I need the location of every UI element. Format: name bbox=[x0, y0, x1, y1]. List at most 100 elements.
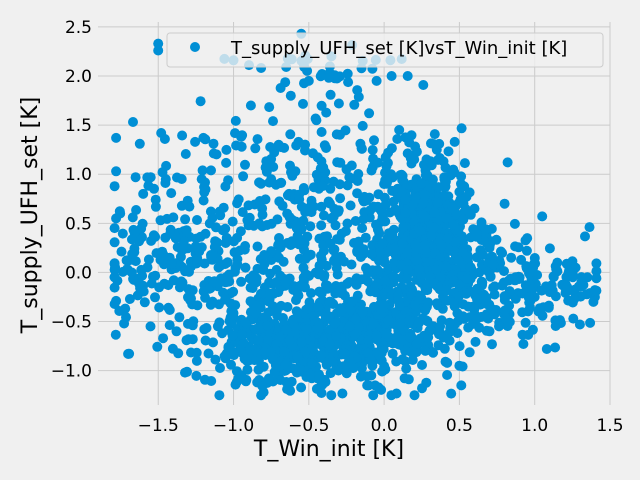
scatter-point bbox=[340, 125, 351, 136]
scatter-point bbox=[376, 343, 387, 354]
x-tick-label: 0.0 bbox=[371, 416, 398, 436]
scatter-point bbox=[149, 183, 159, 194]
scatter-point bbox=[208, 138, 219, 149]
scatter-point bbox=[331, 331, 342, 341]
scatter-point bbox=[139, 297, 150, 308]
scatter-point bbox=[342, 68, 353, 79]
scatter-point bbox=[236, 276, 247, 287]
scatter-point bbox=[324, 296, 335, 307]
scatter-point bbox=[388, 196, 399, 207]
scatter-point bbox=[109, 282, 120, 293]
scatter-point bbox=[411, 146, 422, 157]
scatter-point bbox=[216, 273, 227, 284]
scatter-point bbox=[427, 174, 438, 185]
scatter-point bbox=[290, 364, 301, 375]
scatter-point bbox=[361, 371, 372, 382]
scatter-point bbox=[114, 306, 125, 316]
scatter-point bbox=[429, 207, 440, 218]
scatter-point bbox=[520, 317, 531, 328]
scatter-point bbox=[523, 306, 534, 317]
scatter-point bbox=[537, 310, 548, 321]
scatter-point bbox=[292, 289, 303, 300]
x-tick-label: 1.5 bbox=[596, 416, 623, 436]
scatter-point bbox=[148, 230, 159, 241]
y-tick-label: 2.5 bbox=[65, 18, 92, 38]
scatter-point bbox=[268, 116, 278, 127]
scatter-point bbox=[420, 305, 431, 316]
scatter-point bbox=[416, 178, 427, 189]
scatter-point bbox=[424, 271, 435, 282]
scatter-point bbox=[317, 181, 328, 192]
scatter-point bbox=[271, 361, 282, 371]
scatter-point bbox=[291, 140, 302, 151]
scatter-point bbox=[457, 361, 468, 372]
scatter-point bbox=[109, 181, 120, 192]
scatter-point bbox=[518, 339, 529, 349]
scatter-point bbox=[352, 176, 363, 186]
scatter-point bbox=[574, 319, 585, 330]
scatter-point bbox=[195, 231, 206, 242]
scatter-point bbox=[316, 220, 327, 231]
scatter-point bbox=[335, 157, 346, 168]
scatter-point bbox=[315, 71, 326, 82]
scatter-point bbox=[441, 285, 452, 296]
scatter-point bbox=[323, 72, 334, 83]
scatter-point bbox=[417, 360, 427, 370]
scatter-point bbox=[339, 348, 350, 359]
scatter-point bbox=[187, 334, 198, 345]
scatter-point bbox=[275, 375, 286, 385]
scatter-point bbox=[472, 283, 483, 294]
scatter-point bbox=[110, 329, 121, 340]
scatter-point bbox=[244, 212, 255, 223]
scatter-point bbox=[200, 177, 210, 188]
scatter-point bbox=[137, 232, 147, 243]
scatter-point bbox=[237, 130, 248, 141]
scatter-point bbox=[491, 234, 502, 245]
scatter-point bbox=[137, 270, 148, 281]
scatter-point bbox=[284, 335, 295, 346]
scatter-point bbox=[282, 384, 293, 395]
scatter-point bbox=[465, 262, 476, 273]
scatter-point bbox=[143, 254, 154, 265]
scatter-point bbox=[296, 382, 307, 393]
scatter-point bbox=[322, 280, 333, 291]
scatter-point bbox=[115, 208, 126, 219]
scatter-point bbox=[489, 309, 500, 320]
scatter-point bbox=[214, 206, 225, 217]
scatter-point bbox=[357, 223, 368, 234]
scatter-point bbox=[191, 370, 202, 381]
scatter-point bbox=[302, 231, 313, 242]
scatter-point bbox=[380, 276, 391, 286]
scatter-point bbox=[357, 120, 368, 131]
scatter-point bbox=[315, 268, 326, 279]
scatter-point bbox=[418, 80, 429, 90]
scatter-point bbox=[412, 256, 423, 267]
scatter-point bbox=[418, 198, 429, 209]
scatter-point bbox=[520, 235, 531, 246]
scatter-point bbox=[387, 348, 398, 359]
scatter-point bbox=[521, 245, 532, 256]
scatter-point bbox=[262, 320, 273, 331]
scatter-point bbox=[456, 123, 467, 134]
scatter-point bbox=[253, 335, 264, 345]
scatter-point bbox=[497, 248, 508, 258]
scatter-point bbox=[381, 328, 392, 339]
scatter-point bbox=[331, 258, 342, 269]
scatter-point bbox=[300, 282, 310, 293]
scatter-point bbox=[280, 360, 291, 371]
scatter-point bbox=[302, 303, 313, 314]
scatter-point bbox=[233, 194, 244, 205]
scatter-point bbox=[355, 252, 366, 262]
scatter-point bbox=[124, 348, 135, 359]
scatter-point bbox=[153, 38, 164, 49]
scatter-point bbox=[481, 238, 492, 249]
scatter-point bbox=[383, 147, 394, 158]
scatter-point bbox=[265, 142, 276, 152]
scatter-point bbox=[333, 98, 344, 109]
scatter-point bbox=[453, 255, 464, 266]
scatter-point bbox=[292, 230, 303, 241]
y-tick-label: 1.0 bbox=[65, 165, 92, 185]
scatter-point bbox=[382, 176, 393, 187]
scatter-point bbox=[170, 233, 181, 244]
scatter-point bbox=[469, 304, 480, 315]
